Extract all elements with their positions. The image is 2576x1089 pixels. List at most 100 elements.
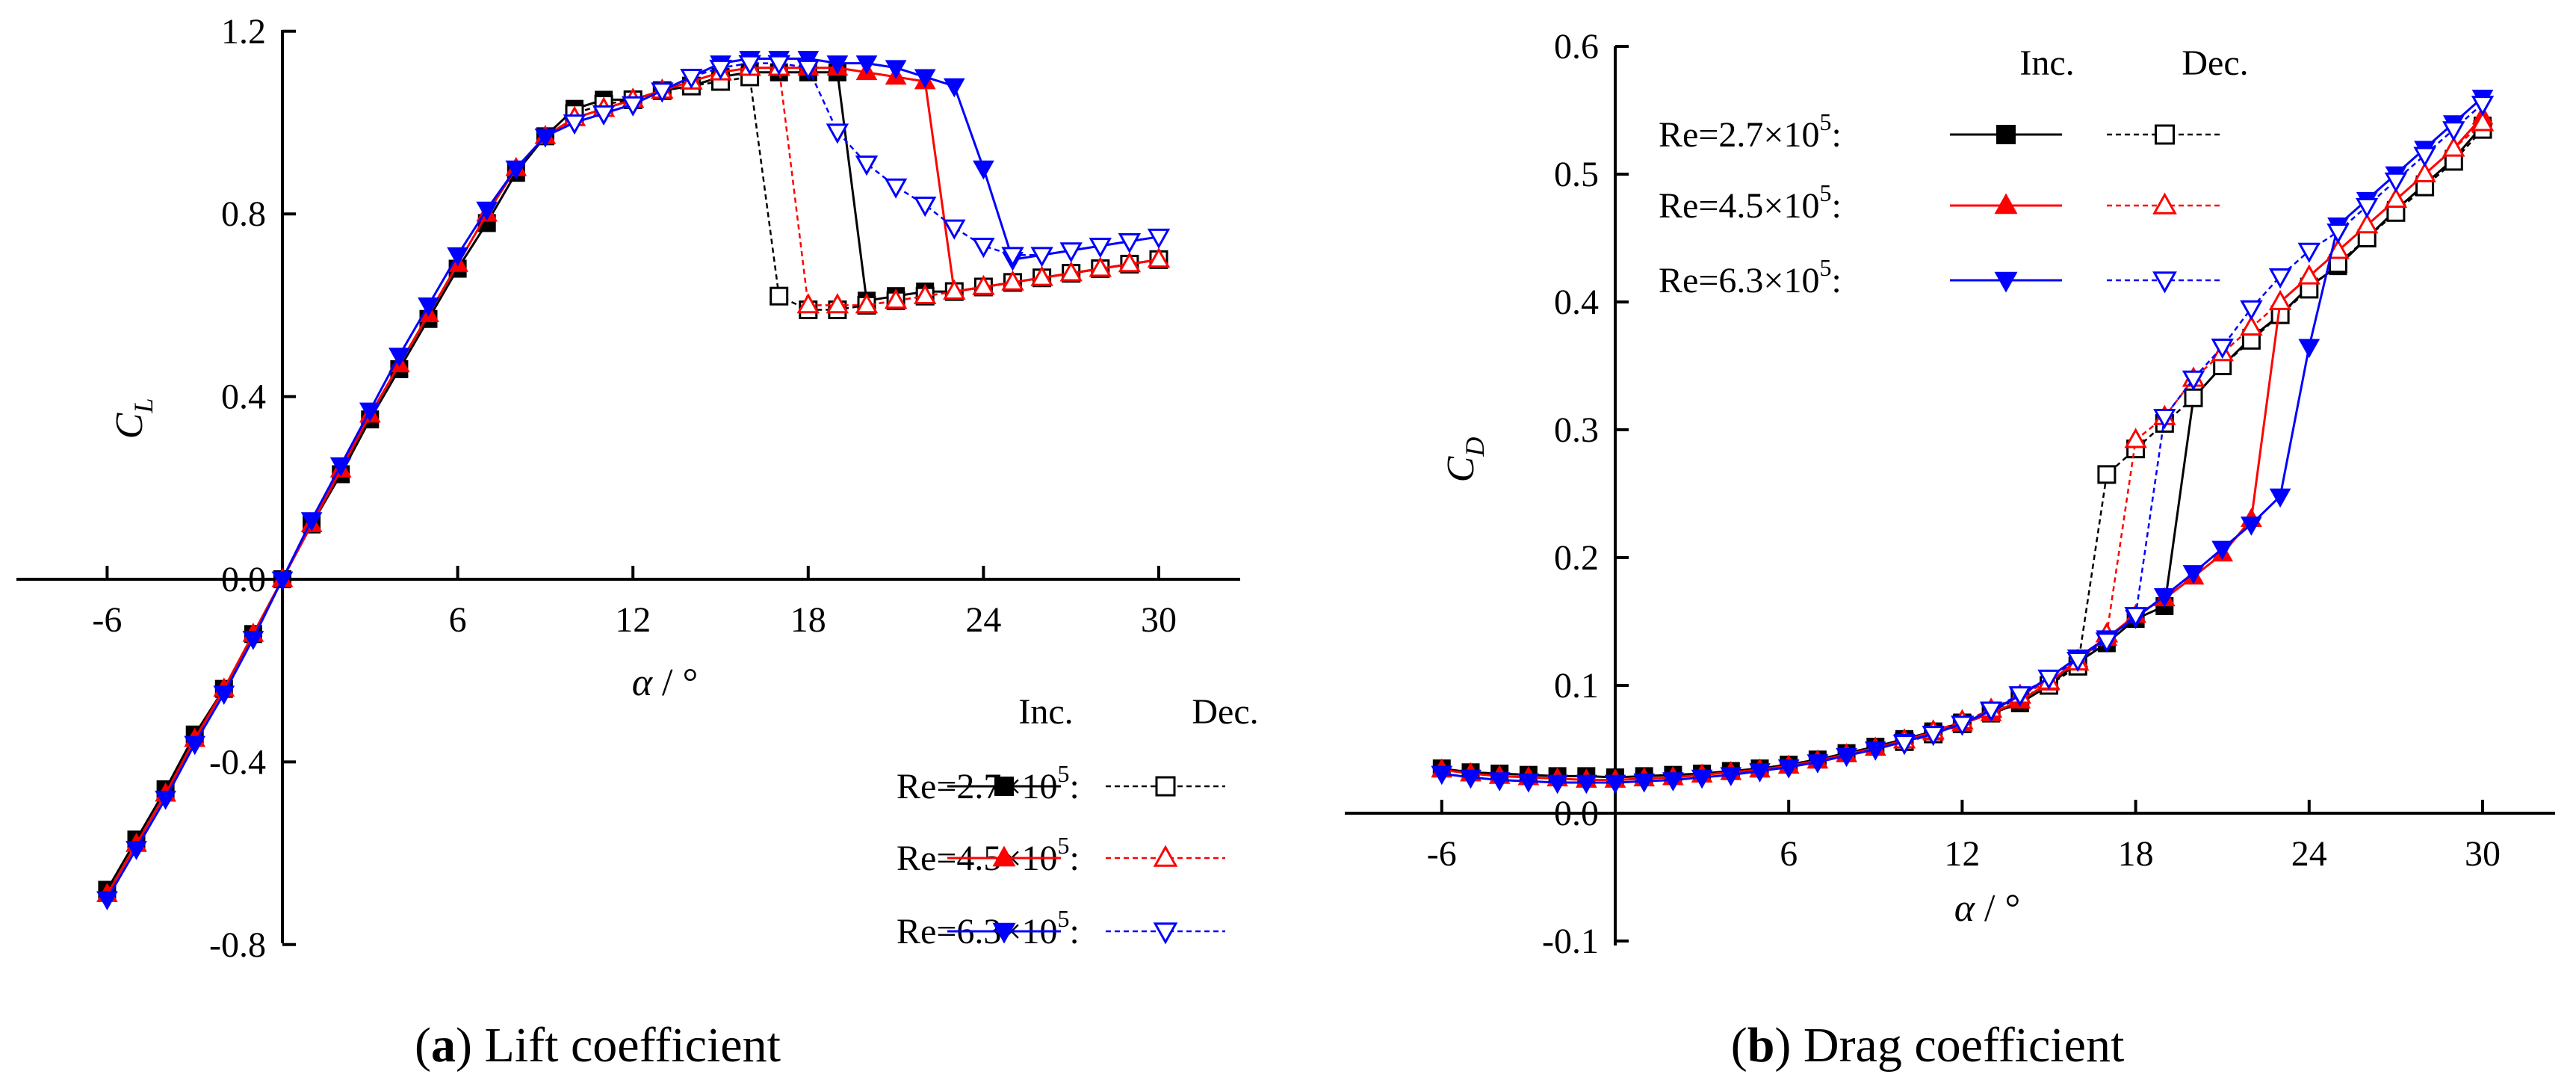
y-tick-label: 0.2 bbox=[1554, 538, 1599, 578]
data-point bbox=[1691, 769, 1713, 789]
data-point bbox=[1777, 759, 1800, 779]
y-axis-label: CD bbox=[1440, 437, 1490, 483]
data-point bbox=[1662, 772, 1684, 792]
data-point bbox=[2182, 370, 2205, 391]
data-point bbox=[359, 402, 381, 422]
legend-marker-inc bbox=[992, 845, 1016, 867]
data-point bbox=[2153, 587, 2176, 608]
legend-re-suffix: : bbox=[1069, 767, 1079, 806]
data-point bbox=[2066, 651, 2090, 673]
data-point bbox=[1030, 247, 1053, 268]
data-point bbox=[447, 247, 468, 267]
data-point bbox=[1488, 772, 1511, 792]
x-tick-label: 6 bbox=[449, 600, 467, 640]
x-axis-label: α / ° bbox=[1954, 887, 2021, 930]
x-tick-label: 12 bbox=[1944, 834, 1980, 874]
data-point bbox=[1720, 767, 1742, 786]
data-point bbox=[592, 105, 616, 126]
data-point bbox=[2269, 488, 2291, 508]
data-point bbox=[2211, 540, 2234, 561]
data-point bbox=[1001, 247, 1024, 268]
x-axis-label-symbol: α bbox=[632, 661, 654, 704]
legend-marker-inc bbox=[1996, 125, 2016, 144]
data-point bbox=[796, 293, 820, 314]
caption-close: ) bbox=[456, 1018, 484, 1073]
data-point bbox=[2326, 223, 2350, 244]
x-axis-label-unit: ° bbox=[682, 661, 698, 704]
legend-header-dec: Dec. bbox=[1192, 692, 1258, 732]
data-point bbox=[1147, 247, 1171, 268]
data-point bbox=[476, 201, 498, 221]
legend-re-prefix: Re=2.7×10 bbox=[1659, 115, 1819, 155]
legend-row-label: Re=2.7×105: bbox=[897, 760, 1080, 806]
data-point bbox=[1460, 769, 1481, 789]
data-point bbox=[709, 59, 732, 80]
data-point bbox=[96, 891, 118, 910]
data-point bbox=[2095, 632, 2119, 653]
data-point bbox=[329, 457, 352, 477]
data-point bbox=[2124, 607, 2147, 628]
data-point bbox=[826, 293, 849, 314]
x-tick-label: -6 bbox=[1427, 834, 1457, 874]
data-point bbox=[2097, 465, 2117, 484]
data-point bbox=[767, 55, 790, 75]
legend-re-exponent: 5 bbox=[1057, 760, 1069, 787]
data-point bbox=[2442, 121, 2465, 142]
legend-row-label: Re=4.5×105: bbox=[897, 832, 1080, 878]
x-tick-label: 18 bbox=[2118, 834, 2154, 874]
legend-header-inc: Inc. bbox=[1018, 692, 1073, 732]
x-tick-label: 24 bbox=[2291, 834, 2327, 874]
data-point bbox=[2384, 187, 2408, 209]
data-point bbox=[885, 60, 907, 79]
data-point bbox=[184, 735, 206, 756]
y-tick-label: 0.4 bbox=[1554, 283, 1599, 322]
data-point bbox=[1089, 256, 1112, 277]
legend-re-prefix: Re=6.3×10 bbox=[1659, 261, 1819, 300]
data-point bbox=[855, 293, 879, 314]
data-point bbox=[855, 155, 879, 176]
data-point bbox=[2211, 339, 2234, 360]
caption-text: Lift coefficient bbox=[485, 1018, 781, 1073]
data-point bbox=[826, 55, 849, 75]
data-point bbox=[1749, 763, 1771, 783]
data-point bbox=[126, 841, 147, 860]
caption-text: Drag coefficient bbox=[1803, 1018, 2124, 1073]
data-point bbox=[2471, 111, 2495, 132]
legend-marker-inc bbox=[1994, 193, 2018, 215]
legend-row-label: Re=4.5×105: bbox=[1659, 179, 1842, 226]
data-point bbox=[418, 297, 439, 317]
data-point bbox=[505, 160, 527, 180]
data-point bbox=[1147, 228, 1171, 250]
data-point bbox=[1922, 726, 1945, 747]
data-point bbox=[1951, 715, 1974, 736]
legend-re-exponent: 5 bbox=[1819, 179, 1831, 206]
data-point bbox=[1806, 754, 1829, 774]
y-tick-label: 0.6 bbox=[1554, 27, 1599, 67]
data-point bbox=[884, 289, 908, 309]
series-re-6-3-10-5-dec- bbox=[1892, 96, 2495, 756]
legend-marker-dec bbox=[2152, 192, 2177, 215]
data-point bbox=[943, 279, 966, 300]
x-axis-label-slash: / bbox=[1975, 887, 2004, 930]
y-tick-label: 0.8 bbox=[221, 194, 266, 234]
data-point bbox=[2153, 409, 2176, 430]
legend-re-suffix: : bbox=[1831, 115, 1841, 155]
data-point bbox=[972, 238, 995, 259]
data-point bbox=[300, 512, 323, 531]
data-point bbox=[1604, 774, 1626, 795]
x-tick-label: 12 bbox=[615, 600, 651, 640]
data-point bbox=[796, 59, 820, 80]
caption-open: ( bbox=[415, 1018, 431, 1073]
y-tick-label: 0.4 bbox=[221, 377, 266, 417]
legend-marker-dec bbox=[2155, 124, 2175, 145]
series-re-2-7-10-5-dec- bbox=[1895, 120, 2492, 751]
data-point bbox=[242, 631, 264, 650]
data-point bbox=[1001, 270, 1024, 291]
data-point bbox=[2442, 136, 2465, 157]
data-point bbox=[2413, 146, 2436, 167]
data-point bbox=[2240, 300, 2263, 321]
data-point bbox=[1864, 741, 1886, 761]
data-point bbox=[1892, 735, 1916, 756]
y-tick-label: -0.4 bbox=[209, 742, 266, 782]
